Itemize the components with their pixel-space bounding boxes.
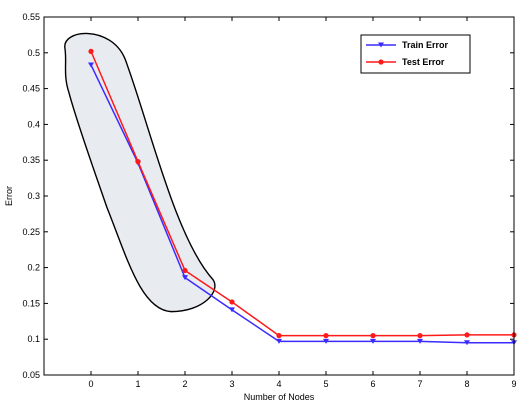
x-tick-label: 2 [182,379,187,389]
y-tick-label: 0.05 [22,370,40,380]
y-axis-label: Error [4,186,14,206]
x-tick-label: 0 [88,379,93,389]
x-tick-label: 7 [417,379,422,389]
train-error-point [229,307,235,313]
x-tick-label: 3 [229,379,234,389]
legend-marker-1 [378,59,384,65]
x-tick-label: 6 [370,379,375,389]
test-error-point [464,332,470,338]
y-tick-label: 0.45 [22,84,40,94]
test-error-point [323,333,329,339]
x-tick-label: 8 [464,379,469,389]
y-tick-label: 0.3 [27,191,40,201]
y-tick-label: 0.35 [22,155,40,165]
legend-label-0: Train Error [402,40,449,50]
x-tick-label: 9 [511,379,516,389]
y-tick-label: 0.4 [27,119,40,129]
test-error-point [182,267,188,274]
x-tick-label: 5 [323,379,328,389]
x-tick-label: 1 [135,379,140,389]
legend: Train Error Test Error [360,34,471,74]
train-error-point [88,62,94,68]
highlight-ellipse [64,32,216,313]
test-error-point [88,48,94,54]
test-error-point [135,159,141,165]
train-error-point [182,275,188,281]
y-tick-label: 0.5 [27,48,40,58]
legend-marker-0 [378,42,384,48]
legend-label-1: Test Error [402,57,445,67]
legend-box [360,34,471,74]
train-error-point [276,338,282,344]
test-error-point [370,333,376,339]
train-error-point [417,338,423,344]
x-tick-label: 4 [276,379,281,389]
y-tick-label: 0.25 [22,227,40,237]
train-error-point [323,338,329,344]
train-error-point [370,338,376,344]
y-tick-label: 0.1 [27,334,40,344]
y-tick-label: 0.55 [22,12,40,22]
test-error-point [229,299,235,305]
test-error-point [276,333,282,339]
train-error-point [464,340,470,346]
x-axis-label: Number of Nodes [244,392,315,402]
series-line-0 [90,64,514,344]
y-tick-label: 0.2 [27,263,40,273]
series-line-1 [90,51,514,337]
test-error-point [417,333,423,339]
y-tick-label: 0.15 [22,298,40,308]
